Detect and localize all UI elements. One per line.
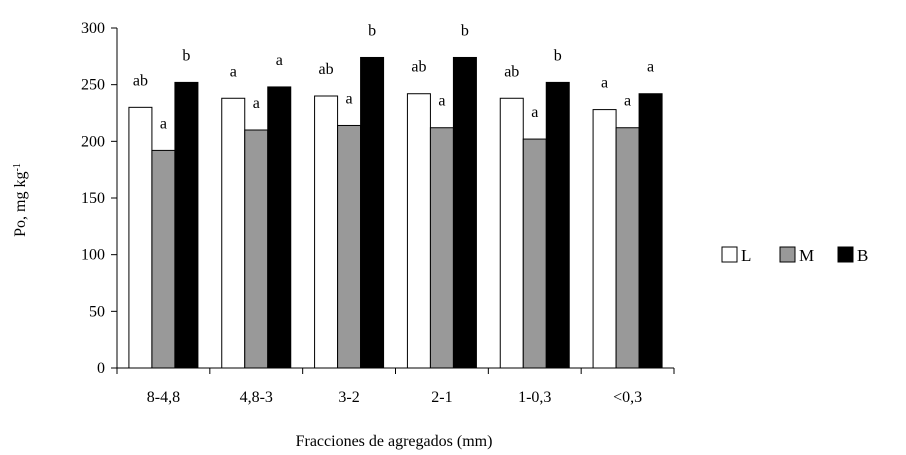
bar-significance-label: a bbox=[438, 93, 445, 110]
x-tick-label: <0,3 bbox=[613, 389, 642, 406]
bar-significance-label: ab bbox=[319, 61, 334, 78]
bar-m bbox=[615, 127, 640, 369]
bar-b bbox=[638, 93, 663, 369]
y-tick-label: 0 bbox=[97, 360, 105, 377]
bar-b bbox=[545, 81, 570, 369]
bar-significance-label: a bbox=[253, 95, 260, 112]
bar-significance-label: a bbox=[160, 115, 167, 132]
bar-l bbox=[221, 97, 246, 369]
bar-significance-label: b bbox=[368, 22, 376, 39]
bar-significance-label: a bbox=[346, 90, 353, 107]
bar-significance-label: b bbox=[182, 47, 190, 64]
bar-m bbox=[337, 124, 362, 369]
y-axis-title-superscript: -1 bbox=[12, 163, 23, 171]
bar-l bbox=[499, 97, 524, 369]
legend-label-m: M bbox=[799, 246, 814, 265]
y-axis-title: Po, mg kg-1 bbox=[12, 163, 30, 237]
y-axis-title-main: Po, mg kg bbox=[12, 172, 29, 237]
x-tick-label: 1-0,3 bbox=[518, 389, 551, 406]
y-tick-label: 100 bbox=[81, 247, 105, 264]
bar-m bbox=[244, 129, 269, 369]
bar-b bbox=[360, 56, 385, 369]
legend-swatch-m bbox=[779, 246, 796, 263]
bar-significance-label: ab bbox=[504, 63, 519, 80]
y-tick-label: 200 bbox=[81, 133, 105, 150]
bar-b bbox=[267, 86, 292, 369]
legend-swatch-b bbox=[837, 246, 854, 263]
legend-label-b: B bbox=[857, 246, 868, 265]
y-tick-label: 300 bbox=[81, 20, 105, 37]
bar-l bbox=[592, 109, 617, 369]
x-axis: 8-4,8 4,8-3 3-2 2-1 1-0,3 <0,3 bbox=[116, 367, 675, 406]
legend-label-l: L bbox=[741, 246, 751, 265]
bar-significance-label: ab bbox=[133, 72, 148, 89]
bar-l bbox=[128, 106, 153, 369]
x-tick-label: 4,8-3 bbox=[240, 389, 273, 406]
bar-m bbox=[151, 149, 176, 369]
y-tick-label: 250 bbox=[81, 77, 105, 94]
x-tick-label: 3-2 bbox=[338, 389, 359, 406]
bar-significance-label: a bbox=[230, 63, 237, 80]
bar-significance-label: a bbox=[601, 75, 608, 92]
bar-m bbox=[522, 138, 547, 369]
bar-significance-label: a bbox=[276, 52, 283, 69]
bar-significance-label: a bbox=[647, 59, 654, 76]
bar-significance-label: ab bbox=[411, 59, 426, 76]
bar-b bbox=[174, 81, 199, 369]
bar-b bbox=[452, 56, 477, 369]
bar-m bbox=[429, 127, 454, 369]
y-tick-label: 50 bbox=[89, 303, 105, 320]
bar-l bbox=[406, 93, 431, 369]
bar-significance-label: a bbox=[531, 104, 538, 121]
bar-significance-label: b bbox=[461, 22, 469, 39]
x-tick-label: 2-1 bbox=[431, 389, 452, 406]
y-tick-label: 150 bbox=[81, 190, 105, 207]
bars bbox=[128, 56, 663, 369]
bar-l bbox=[314, 95, 339, 369]
legend-swatch-l bbox=[721, 246, 738, 263]
y-axis: 0 50 100 150 200 250 300 bbox=[81, 20, 118, 377]
bar-significance-label: a bbox=[624, 93, 631, 110]
x-tick-label: 8-4,8 bbox=[147, 389, 180, 406]
x-axis-title: Fracciones de agregados (mm) bbox=[296, 433, 493, 450]
bar-significance-label: b bbox=[554, 47, 562, 64]
